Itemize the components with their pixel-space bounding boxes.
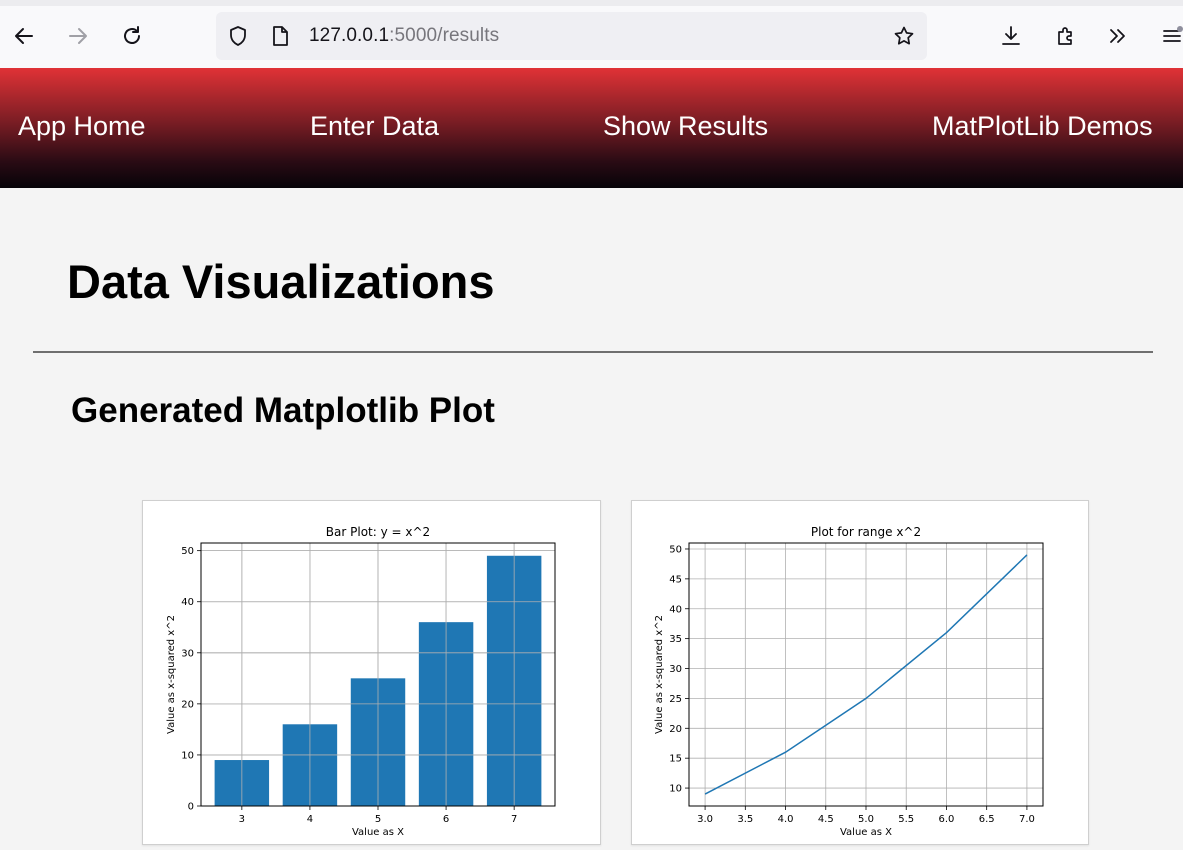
line-plot-card: 10 15 20 25 30 35 40 45 50 3.0 3.5 4.0 4.5 5.0 5.5 6.0 6… — [631, 500, 1089, 845]
y-tick-label: 20 — [181, 699, 194, 710]
nav-app-home[interactable]: App Home — [18, 111, 146, 141]
y-tick-label: 0 — [188, 802, 194, 813]
overflow-menu-button[interactable] — [1102, 20, 1134, 52]
arrow-right-icon — [69, 28, 87, 44]
url-text[interactable]: 127.0.0.1:5000/results — [309, 25, 499, 47]
browser-toolbar: 127.0.0.1:5000/results — [0, 0, 1183, 68]
x-tick-label: 5 — [375, 814, 381, 825]
y-tick-label: 40 — [669, 604, 682, 615]
x-tick-label: 7 — [511, 814, 517, 825]
y-tick-label: 20 — [669, 724, 682, 735]
x-axis-label: Value as X — [352, 827, 404, 838]
bar-plot-card: 0 10 20 30 40 50 3 4 5 6 7 Bar Plot: y = x^2 Value a… — [142, 500, 601, 845]
arrow-left-icon — [15, 28, 33, 44]
y-tick-label: 10 — [669, 784, 682, 795]
page-title: Data Visualizations — [67, 255, 495, 308]
divider — [33, 351, 1153, 353]
line-chart: 10 15 20 25 30 35 40 45 50 3.0 3.5 4.0 4.5 5.0 5.5 6.0 6… — [654, 525, 1044, 838]
y-tick-label: 15 — [669, 754, 682, 765]
reload-button[interactable] — [116, 20, 148, 52]
y-tick-label: 30 — [181, 648, 194, 659]
url-bar[interactable]: 127.0.0.1:5000/results — [216, 12, 927, 60]
x-tick-label: 6.5 — [979, 814, 995, 825]
y-tick-label: 30 — [669, 664, 682, 675]
url-host: 127.0.0.1 — [309, 25, 390, 46]
hamburger-icon — [1163, 26, 1183, 42]
bookmark-star-icon[interactable] — [892, 24, 916, 48]
x-tick-label: 7.0 — [1019, 814, 1035, 825]
downloads-button[interactable] — [995, 20, 1027, 52]
y-tick-label: 10 — [181, 750, 194, 761]
y-tick-label: 25 — [669, 694, 682, 705]
bar-chart: 0 10 20 30 40 50 3 4 5 6 7 Bar Plot: y = x^2 Value a… — [166, 525, 556, 838]
y-tick-label: 50 — [181, 546, 194, 557]
nav-matplotlib-demos[interactable]: MatPlotLib Demos — [932, 111, 1153, 141]
x-tick-label: 3.5 — [737, 814, 753, 825]
url-path: :5000/results — [389, 25, 500, 46]
extensions-button[interactable] — [1050, 20, 1082, 52]
y-axis-label: Value as x-squared x^2 — [654, 615, 665, 734]
x-tick-label: 4.0 — [778, 814, 794, 825]
chart-title: Plot for range x^2 — [811, 525, 921, 539]
chevron-double-right-icon — [1110, 29, 1125, 43]
x-tick-label: 3 — [239, 814, 245, 825]
x-axis-label: Value as X — [840, 827, 892, 838]
app-menu-button[interactable] — [1156, 20, 1183, 52]
x-tick-label: 4.5 — [818, 814, 834, 825]
y-tick-label: 35 — [669, 634, 682, 645]
chart-title: Bar Plot: y = x^2 — [326, 525, 430, 539]
back-button[interactable] — [8, 20, 40, 52]
download-icon — [1002, 26, 1020, 45]
x-tick-label: 6.0 — [939, 814, 955, 825]
x-tick-label: 3.0 — [697, 814, 713, 825]
section-title: Generated Matplotlib Plot — [71, 391, 495, 430]
x-tick-label: 5.0 — [858, 814, 874, 825]
y-tick-label: 40 — [181, 597, 194, 608]
x-tick-label: 6 — [443, 814, 449, 825]
x-tick-label: 4 — [307, 814, 313, 825]
nav-show-results[interactable]: Show Results — [603, 111, 769, 141]
app-navbar: App Home Enter Data Show Results MatPlot… — [0, 68, 1183, 188]
forward-button[interactable] — [62, 20, 94, 52]
y-axis-label: Value as x-squared x^2 — [166, 615, 177, 734]
y-tick-label: 45 — [669, 574, 682, 585]
x-tick-label: 5.5 — [898, 814, 914, 825]
reload-icon — [124, 26, 140, 44]
nav-enter-data[interactable]: Enter Data — [310, 111, 440, 141]
y-tick-label: 50 — [669, 544, 682, 555]
shield-icon[interactable] — [226, 24, 250, 48]
page-icon[interactable] — [268, 24, 292, 48]
puzzle-icon — [1058, 27, 1072, 45]
